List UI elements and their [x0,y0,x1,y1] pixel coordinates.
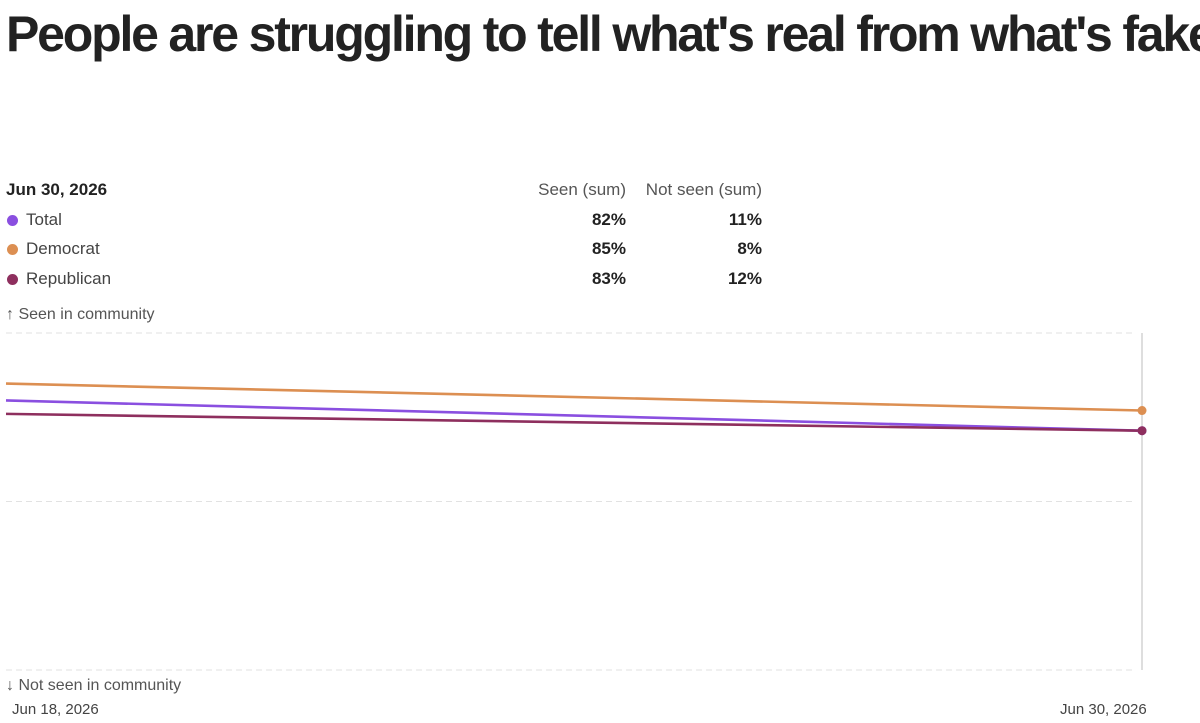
legend-header: Jun 30, 2026 Seen (sum) Not seen (sum) [6,176,796,206]
legend-col-seen: Seen (sum) [538,180,626,199]
legend-label-democrat: Democrat [26,239,100,258]
legend-dot-democrat [7,244,18,255]
series-line-total [5,399,1143,433]
legend-date: Jun 30, 2026 [6,180,108,199]
x-axis-end-label: Jun 30, 2026 [1060,701,1147,718]
legend-not-seen-democrat: 8% [737,239,762,258]
legend-row-democrat[interactable]: Democrat 85% 8% [6,235,796,265]
legend-seen-total: 82% [591,209,626,229]
x-axis-start-label: Jun 18, 2026 [12,701,99,718]
legend-col-not-seen: Not seen (sum) [645,180,762,199]
legend-not-seen-total: 11% [728,209,762,229]
series-end-dot-republican [1137,426,1147,436]
legend-table: Jun 30, 2026 Seen (sum) Not seen (sum) T… [6,176,796,294]
legend-dot-republican [7,273,18,285]
legend-not-seen-republican: 12% [727,268,762,288]
y-axis-bottom-label: ↓ Not seen in community [6,677,182,694]
legend-label-republican: Republican [26,268,112,288]
series-line-republican [5,412,1143,433]
series-line-democrat [5,382,1143,412]
legend-seen-democrat: 85% [591,239,626,258]
legend-seen-republican: 83% [591,268,626,288]
legend-label-total: Total [26,209,62,229]
y-axis-top-label: ↑ Seen in community [6,306,155,323]
legend-row-republican[interactable]: Republican 83% 12% [6,265,796,295]
legend-dot-total [7,214,18,226]
series-end-dot-democrat [1137,406,1147,416]
chart-title: People are struggling to tell what's rea… [6,6,1200,62]
legend-row-total[interactable]: Total 82% 11% [6,206,796,236]
